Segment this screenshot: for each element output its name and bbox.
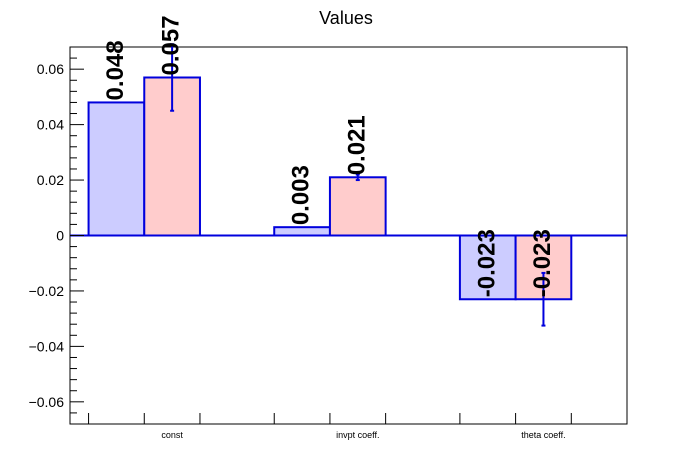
data-label-series1-1: 0.048 [102,40,129,100]
x-category-label: const [161,430,183,440]
chart-title: Values [319,8,373,28]
data-label-series2-1: 0.057 [158,15,185,75]
error-bars-layer [170,43,546,327]
y-tick-label: 0 [56,228,64,244]
data-label-series1-2: 0.003 [288,165,315,225]
x-category-label: theta coeff. [521,430,565,440]
bar-series2-2 [328,176,387,237]
y-tick-label: −0.02 [29,283,65,299]
y-tick-label: 0.04 [37,117,64,133]
data-label-series2-3: -0.023 [529,229,556,297]
data-labels-layer: 0.048 0.003 -0.023 0.057 0.021 -0.023 [102,15,556,297]
bar-series1-1 [87,101,146,237]
x-category-label: invpt coeff. [336,430,379,440]
data-label-series2-2: 0.021 [343,115,370,175]
data-label-series1-3: -0.023 [473,229,500,297]
y-tick-label: 0.06 [37,61,64,77]
y-tick-label: −0.06 [29,394,65,410]
x-axis: const invpt coeff. theta coeff. [88,413,572,440]
y-tick-label: −0.04 [29,338,65,354]
bar-series1-2 [273,226,331,237]
y-axis: −0.06 −0.04 −0.02 0 0.02 0.04 0.06 [29,46,84,425]
y-tick-label: 0.02 [37,172,64,188]
